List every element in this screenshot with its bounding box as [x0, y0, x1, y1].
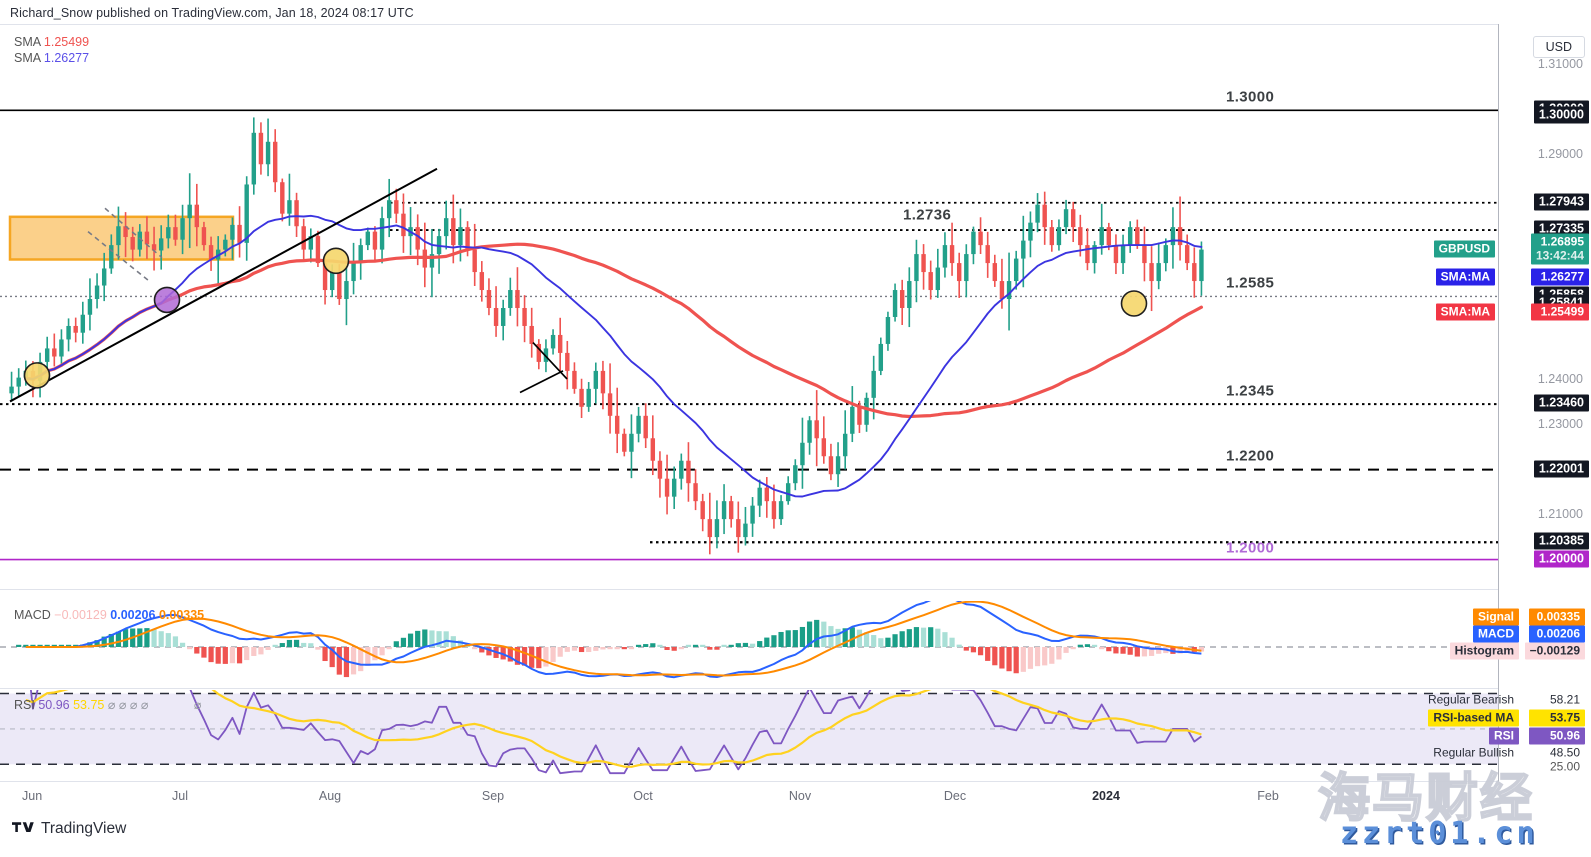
rsi_pane-tag-value-2: 50.96	[1529, 727, 1585, 745]
rsi_pane-tag-label-2: RSI	[1488, 727, 1519, 745]
rsi-legend: RSI 50.96 53.75 ⌀ ⌀ ⌀ ⌀ ⌀	[14, 697, 201, 712]
publication-credit: Richard_Snow published on TradingView.co…	[10, 6, 414, 20]
price-tick-1-31000: 1.31000	[1537, 57, 1583, 72]
time-label-jun: Jun	[22, 789, 43, 803]
rsi-legend-name: RSI	[14, 698, 35, 712]
macd_pane-tag-value-2: −0.00129	[1524, 642, 1585, 660]
rsi_pane-tag-value-3: 48.50	[1549, 745, 1580, 760]
macd-legend-signal: 0.00335	[158, 608, 205, 622]
series-tag-value-2: 1.25499	[1531, 303, 1589, 321]
time-label-2024: 2024	[1092, 789, 1120, 803]
price-chart-svg	[0, 109, 1498, 561]
time-label-oct: Oct	[633, 789, 653, 803]
tradingview-logo-icon	[12, 822, 34, 833]
legend-sma-blue-value: 1.26277	[43, 51, 90, 65]
level-label-1-2345: 1.2345	[1226, 382, 1275, 400]
time-label-aug: Aug	[318, 789, 342, 803]
tradingview-brand-label: TradingView	[41, 820, 127, 837]
rsi-legend-null-0: ⌀	[107, 698, 116, 712]
time-label-nov: Nov	[788, 789, 812, 803]
rsi-legend-null-4: ⌀	[193, 698, 202, 712]
rsi_pane-tag-value-1: 53.75	[1529, 709, 1585, 727]
series-tag-value-0: 1.26895 13:42:44	[1530, 233, 1589, 265]
rsi-legend-null-3: ⌀	[140, 698, 149, 712]
rsi-legend-null-2: ⌀	[129, 698, 138, 712]
rsi_pane-tag-label-3: Regular Bullish	[1433, 745, 1514, 760]
price-tick-1-20000: 1.20000	[1533, 550, 1589, 568]
macd_pane-tag-label-2: Histogram	[1449, 642, 1519, 660]
level-label-1-2000: 1.2000	[1226, 539, 1275, 557]
legend-row-sma-red: SMA 1.25499	[14, 34, 89, 50]
rsi-legend-value: 50.96	[38, 698, 70, 712]
price-tick-1-20385: 1.20385	[1533, 532, 1589, 550]
series-tag-label-0: GBPUSD	[1433, 240, 1495, 258]
time-label-feb: Feb	[1257, 789, 1279, 803]
series-tag-time-0: 13:42:44	[1535, 248, 1584, 263]
macd_pane-tag-value-1: 0.00206	[1529, 625, 1585, 643]
series-tag-value-1: 1.26277	[1531, 268, 1589, 286]
price-legend: SMA 1.25499 SMA 1.26277	[14, 34, 89, 66]
price-tick-1-27943: 1.27943	[1533, 193, 1589, 211]
legend-sma-red-value: 1.25499	[43, 35, 90, 49]
macd-legend-macd: 0.00206	[110, 608, 156, 622]
macd-legend-name: MACD	[14, 608, 51, 622]
tradingview-footer[interactable]: TradingView	[12, 820, 126, 838]
legend-row-sma-blue: SMA 1.26277	[14, 50, 89, 66]
price-tick-1-22001: 1.22001	[1533, 460, 1589, 478]
level-label-1-3000: 1.3000	[1226, 88, 1275, 106]
watermark-chinese: 海马财经	[1317, 768, 1535, 830]
time-label-dec: Dec	[943, 789, 967, 803]
time-axis[interactable]: Jun Jul Aug Sep Oct Nov Dec 2024 Feb	[0, 782, 1591, 812]
price-tick-1-29000: 1.29000	[1537, 147, 1583, 162]
series-tag-label-2: SMA:MA	[1435, 303, 1495, 321]
macd_pane-tag-value-0: 0.00335	[1529, 608, 1585, 626]
price-tick-1-23460: 1.23460	[1533, 394, 1589, 412]
price-scale[interactable]: USD 1.310001.300001.300001.290001.279431…	[1498, 24, 1591, 782]
macd-pane[interactable]	[0, 601, 1498, 689]
macd-legend: MACD −0.00129 0.00206 0.00335	[14, 608, 204, 622]
rsi-legend-null-1: ⌀	[118, 698, 127, 712]
macd-legend-histogram: −0.00129	[54, 608, 107, 622]
price-chart-pane[interactable]	[0, 24, 1498, 590]
rsi_pane-tag-label-0: Regular Bearish	[1427, 692, 1514, 707]
watermark-domain: zzrt01.cn	[1340, 816, 1539, 851]
currency-chip[interactable]: USD	[1532, 36, 1585, 58]
level-label-1-2736: 1.2736	[903, 206, 952, 224]
rsi-pane[interactable]	[0, 690, 1498, 782]
time-label-sep: Sep	[481, 789, 505, 803]
legend-sma-blue-name: SMA	[14, 51, 41, 65]
price-tick-1-21000: 1.21000	[1537, 506, 1583, 521]
rsi_pane-tag-value-0: 58.21	[1549, 692, 1580, 707]
price-tick-1-23000: 1.23000	[1537, 416, 1583, 431]
rsi_pane-tag-label-1: RSI-based MA	[1428, 709, 1519, 727]
macd-chart-svg	[0, 601, 1498, 679]
rsi-legend-ma-value: 53.75	[73, 698, 105, 712]
rsi_pane-tag-value-4: 25.00	[1549, 759, 1580, 774]
price-tick-1-30000: 1.30000	[1533, 106, 1589, 124]
series-tag-label-1: SMA:MA	[1435, 268, 1495, 286]
rsi-chart-svg	[0, 690, 1498, 775]
macd_pane-tag-label-1: MACD	[1473, 625, 1519, 643]
time-label-jul: Jul	[172, 789, 188, 803]
macd_pane-tag-label-0: Signal	[1472, 608, 1519, 626]
level-label-1-2200: 1.2200	[1226, 447, 1275, 465]
legend-sma-red-name: SMA	[14, 35, 41, 49]
price-tick-1-24000: 1.24000	[1537, 371, 1583, 386]
level-label-1-2585: 1.2585	[1226, 274, 1275, 292]
series-tag-price-0: 1.26895	[1540, 234, 1584, 249]
